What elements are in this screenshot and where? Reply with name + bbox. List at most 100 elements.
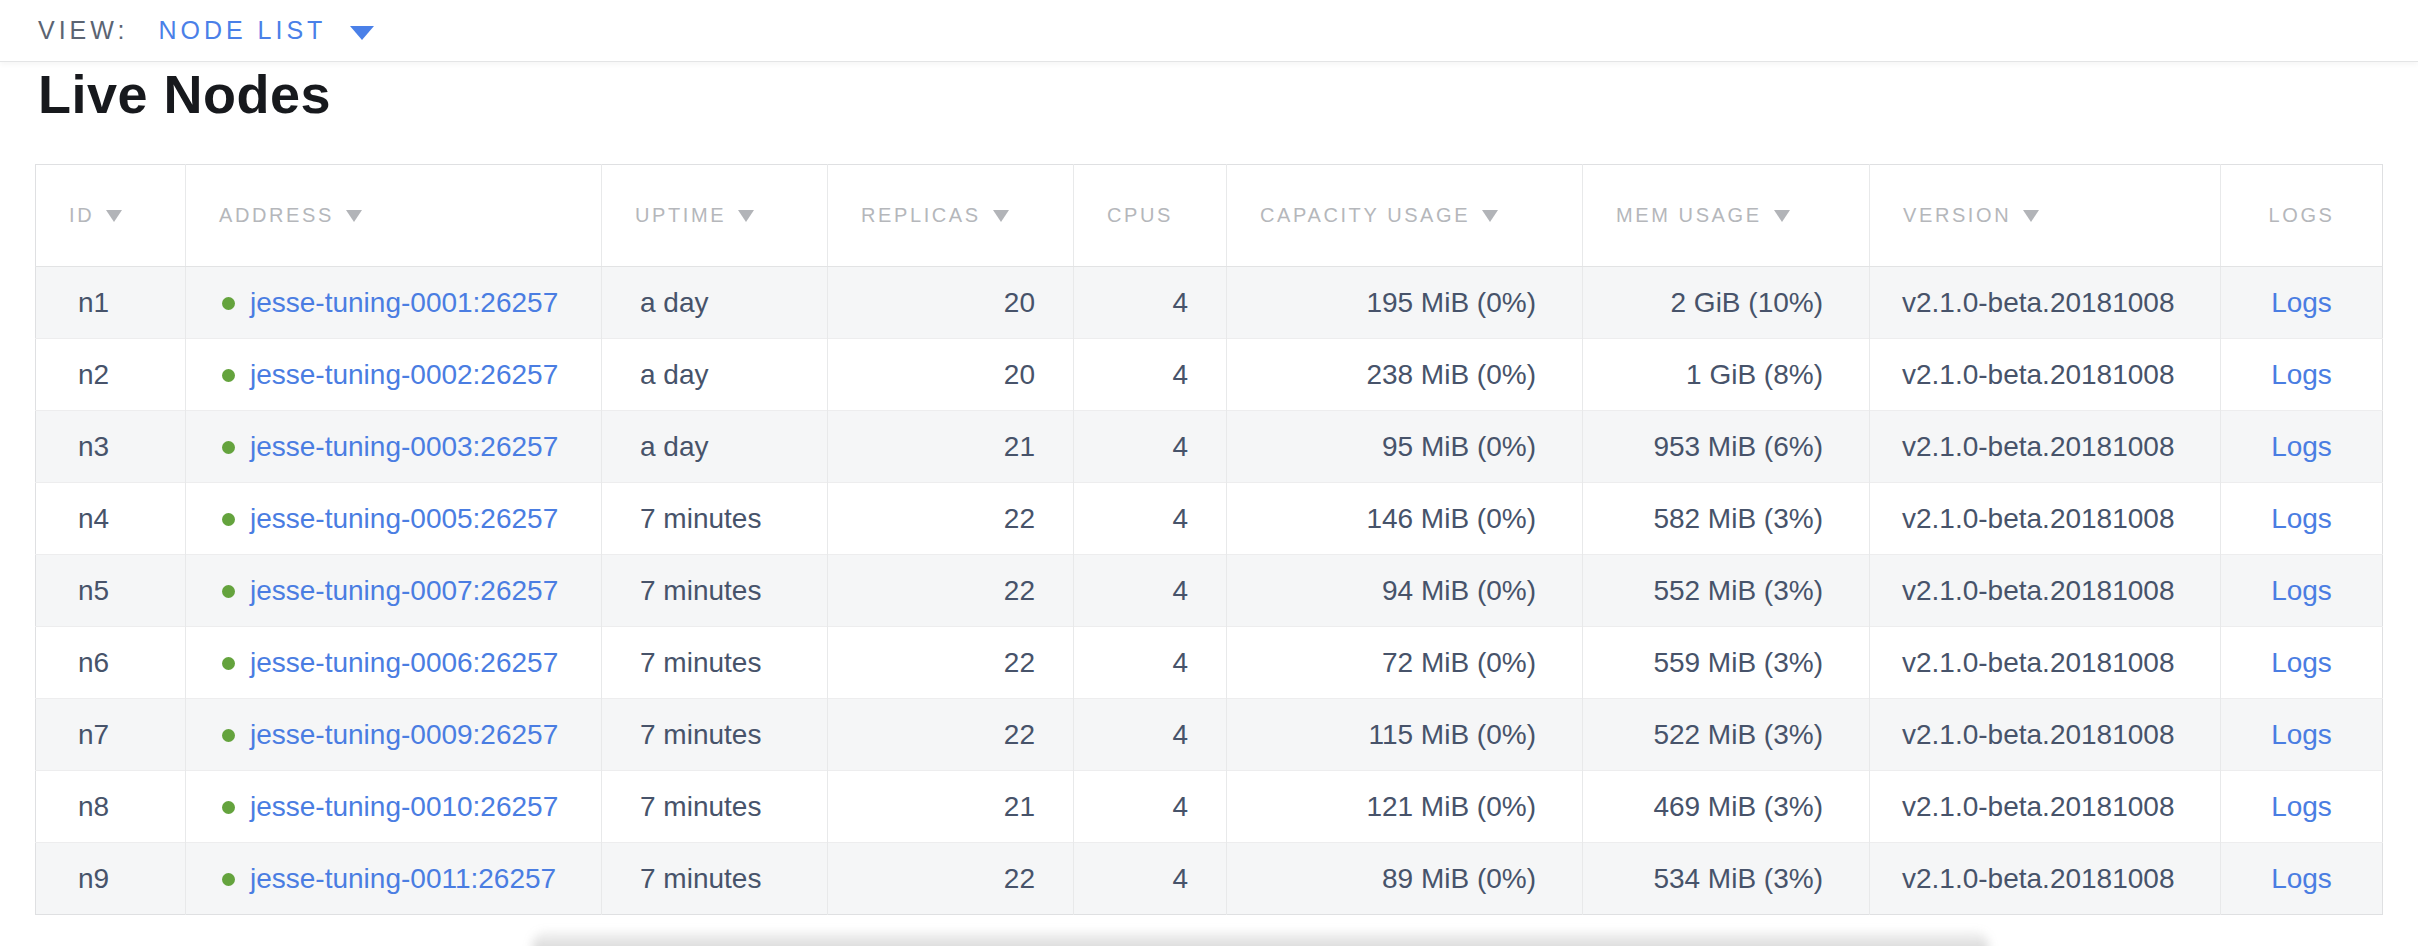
sort-desc-arrow-icon: [346, 210, 362, 222]
node-live-status-icon: [222, 873, 235, 886]
node-uptime-cell: 7 minutes: [602, 843, 828, 915]
node-address-cell: jesse-tuning-0006:26257: [186, 627, 602, 699]
node-mem-usage-cell: 522 MiB (3%): [1583, 699, 1870, 771]
node-capacity-usage-cell: 115 MiB (0%): [1227, 699, 1583, 771]
column-header-capacity_usage[interactable]: CAPACITY USAGE: [1227, 165, 1583, 267]
node-address-link[interactable]: jesse-tuning-0005:26257: [250, 503, 558, 534]
node-logs-link[interactable]: Logs: [2271, 359, 2332, 390]
live-nodes-table: IDADDRESSUPTIMEREPLICASCPUSCAPACITY USAG…: [35, 164, 2383, 915]
column-header-version[interactable]: VERSION: [1870, 165, 2221, 267]
node-id-cell: n5: [36, 555, 186, 627]
node-capacity-usage-cell: 121 MiB (0%): [1227, 771, 1583, 843]
node-mem-usage-cell: 2 GiB (10%): [1583, 267, 1870, 339]
node-address-link[interactable]: jesse-tuning-0011:26257: [250, 863, 556, 894]
node-address-link[interactable]: jesse-tuning-0003:26257: [250, 431, 558, 462]
view-selector-dropdown[interactable]: NODE LIST: [158, 16, 374, 45]
column-header-label: ID: [69, 204, 94, 226]
node-address-link[interactable]: jesse-tuning-0010:26257: [250, 791, 558, 822]
node-address-link[interactable]: jesse-tuning-0001:26257: [250, 287, 558, 318]
live-nodes-table-container: IDADDRESSUPTIMEREPLICASCPUSCAPACITY USAG…: [35, 164, 2383, 915]
node-address-cell: jesse-tuning-0010:26257: [186, 771, 602, 843]
node-capacity-usage-cell: 89 MiB (0%): [1227, 843, 1583, 915]
node-logs-link[interactable]: Logs: [2271, 791, 2332, 822]
node-replicas-cell: 22: [828, 555, 1074, 627]
sort-desc-arrow-icon: [106, 210, 122, 222]
node-row-n3: n3jesse-tuning-0003:26257a day21495 MiB …: [36, 411, 2383, 483]
node-live-status-icon: [222, 585, 235, 598]
node-version-cell: v2.1.0-beta.20181008: [1870, 267, 2221, 339]
node-cpus-cell: 4: [1074, 411, 1227, 483]
node-address-link[interactable]: jesse-tuning-0006:26257: [250, 647, 558, 678]
node-version-cell: v2.1.0-beta.20181008: [1870, 771, 2221, 843]
node-cpus-cell: 4: [1074, 627, 1227, 699]
node-capacity-usage-cell: 238 MiB (0%): [1227, 339, 1583, 411]
column-header-address[interactable]: ADDRESS: [186, 165, 602, 267]
node-logs-link[interactable]: Logs: [2271, 287, 2332, 318]
node-logs-cell: Logs: [2221, 339, 2383, 411]
node-logs-cell: Logs: [2221, 411, 2383, 483]
node-address-link[interactable]: jesse-tuning-0002:26257: [250, 359, 558, 390]
node-mem-usage-cell: 1 GiB (8%): [1583, 339, 1870, 411]
node-address-link[interactable]: jesse-tuning-0009:26257: [250, 719, 558, 750]
table-body: n1jesse-tuning-0001:26257a day204195 MiB…: [36, 267, 2383, 915]
node-id-cell: n8: [36, 771, 186, 843]
node-row-n8: n8jesse-tuning-0010:262577 minutes214121…: [36, 771, 2383, 843]
sort-desc-arrow-icon: [1482, 210, 1498, 222]
node-live-status-icon: [222, 297, 235, 310]
node-capacity-usage-cell: 146 MiB (0%): [1227, 483, 1583, 555]
node-live-status-icon: [222, 369, 235, 382]
node-mem-usage-cell: 953 MiB (6%): [1583, 411, 1870, 483]
node-id-cell: n3: [36, 411, 186, 483]
node-version-cell: v2.1.0-beta.20181008: [1870, 843, 2221, 915]
node-address-cell: jesse-tuning-0005:26257: [186, 483, 602, 555]
view-selector-value: NODE LIST: [158, 16, 326, 45]
node-cpus-cell: 4: [1074, 267, 1227, 339]
column-header-replicas[interactable]: REPLICAS: [828, 165, 1074, 267]
column-header-logs: LOGS: [2221, 165, 2383, 267]
node-logs-cell: Logs: [2221, 627, 2383, 699]
view-label: VIEW:: [38, 16, 128, 45]
node-live-status-icon: [222, 801, 235, 814]
bottom-edge-shadow: [532, 932, 1989, 946]
node-id-cell: n2: [36, 339, 186, 411]
column-header-uptime[interactable]: UPTIME: [602, 165, 828, 267]
node-logs-link[interactable]: Logs: [2271, 575, 2332, 606]
node-address-cell: jesse-tuning-0001:26257: [186, 267, 602, 339]
node-address-cell: jesse-tuning-0009:26257: [186, 699, 602, 771]
node-capacity-usage-cell: 195 MiB (0%): [1227, 267, 1583, 339]
node-logs-link[interactable]: Logs: [2271, 863, 2332, 894]
node-live-status-icon: [222, 513, 235, 526]
column-header-id[interactable]: ID: [36, 165, 186, 267]
sort-desc-arrow-icon: [2023, 210, 2039, 222]
node-row-n9: n9jesse-tuning-0011:262577 minutes22489 …: [36, 843, 2383, 915]
node-cpus-cell: 4: [1074, 843, 1227, 915]
node-replicas-cell: 22: [828, 627, 1074, 699]
node-id-cell: n6: [36, 627, 186, 699]
node-address-cell: jesse-tuning-0007:26257: [186, 555, 602, 627]
node-replicas-cell: 21: [828, 411, 1074, 483]
node-logs-link[interactable]: Logs: [2271, 647, 2332, 678]
node-mem-usage-cell: 469 MiB (3%): [1583, 771, 1870, 843]
node-logs-cell: Logs: [2221, 483, 2383, 555]
node-uptime-cell: 7 minutes: [602, 771, 828, 843]
node-capacity-usage-cell: 95 MiB (0%): [1227, 411, 1583, 483]
node-uptime-cell: 7 minutes: [602, 627, 828, 699]
node-address-link[interactable]: jesse-tuning-0007:26257: [250, 575, 558, 606]
node-version-cell: v2.1.0-beta.20181008: [1870, 699, 2221, 771]
node-logs-link[interactable]: Logs: [2271, 503, 2332, 534]
node-row-n7: n7jesse-tuning-0009:262577 minutes224115…: [36, 699, 2383, 771]
node-version-cell: v2.1.0-beta.20181008: [1870, 339, 2221, 411]
node-live-status-icon: [222, 657, 235, 670]
node-logs-link[interactable]: Logs: [2271, 719, 2332, 750]
node-uptime-cell: a day: [602, 267, 828, 339]
node-replicas-cell: 20: [828, 267, 1074, 339]
column-header-label: ADDRESS: [219, 204, 334, 226]
node-logs-link[interactable]: Logs: [2271, 431, 2332, 462]
view-bar: VIEW: NODE LIST: [0, 0, 2418, 62]
node-logs-cell: Logs: [2221, 843, 2383, 915]
node-capacity-usage-cell: 94 MiB (0%): [1227, 555, 1583, 627]
node-address-cell: jesse-tuning-0002:26257: [186, 339, 602, 411]
column-header-mem_usage[interactable]: MEM USAGE: [1583, 165, 1870, 267]
column-header-label: LOGS: [2269, 204, 2335, 226]
node-row-n5: n5jesse-tuning-0007:262577 minutes22494 …: [36, 555, 2383, 627]
